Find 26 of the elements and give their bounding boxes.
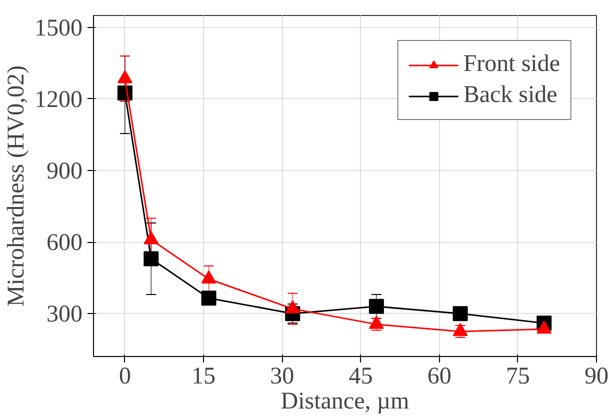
point [452, 306, 468, 322]
point [201, 270, 216, 284]
y-tick-label: 900 [46, 158, 82, 184]
y-tick-label: 600 [46, 230, 82, 256]
point [144, 251, 159, 266]
x-tick-label: 30 [270, 364, 294, 390]
point [285, 300, 300, 314]
x-tick-label: 90 [584, 364, 608, 390]
legend-label: Front side [463, 51, 560, 78]
point [368, 298, 384, 314]
x-tick-label: 0 [118, 364, 131, 390]
point [452, 322, 468, 336]
legend-label: Back side [463, 82, 558, 109]
y-tick-label: 300 [46, 302, 82, 328]
x-tick-label: 75 [506, 364, 530, 390]
point [536, 320, 552, 334]
y-axis-title: Microhardness (HV0,02) [4, 65, 30, 307]
point [144, 231, 159, 244]
point [117, 70, 132, 84]
x-tick-label: 60 [427, 364, 452, 390]
y-tick-label: 1200 [34, 86, 82, 113]
point [201, 290, 216, 306]
y-tick-label: 1500 [34, 15, 82, 42]
x-tick-label: 15 [192, 364, 216, 390]
x-axis-title: Distance, µm [280, 388, 410, 414]
x-tick-label: 45 [348, 364, 373, 390]
